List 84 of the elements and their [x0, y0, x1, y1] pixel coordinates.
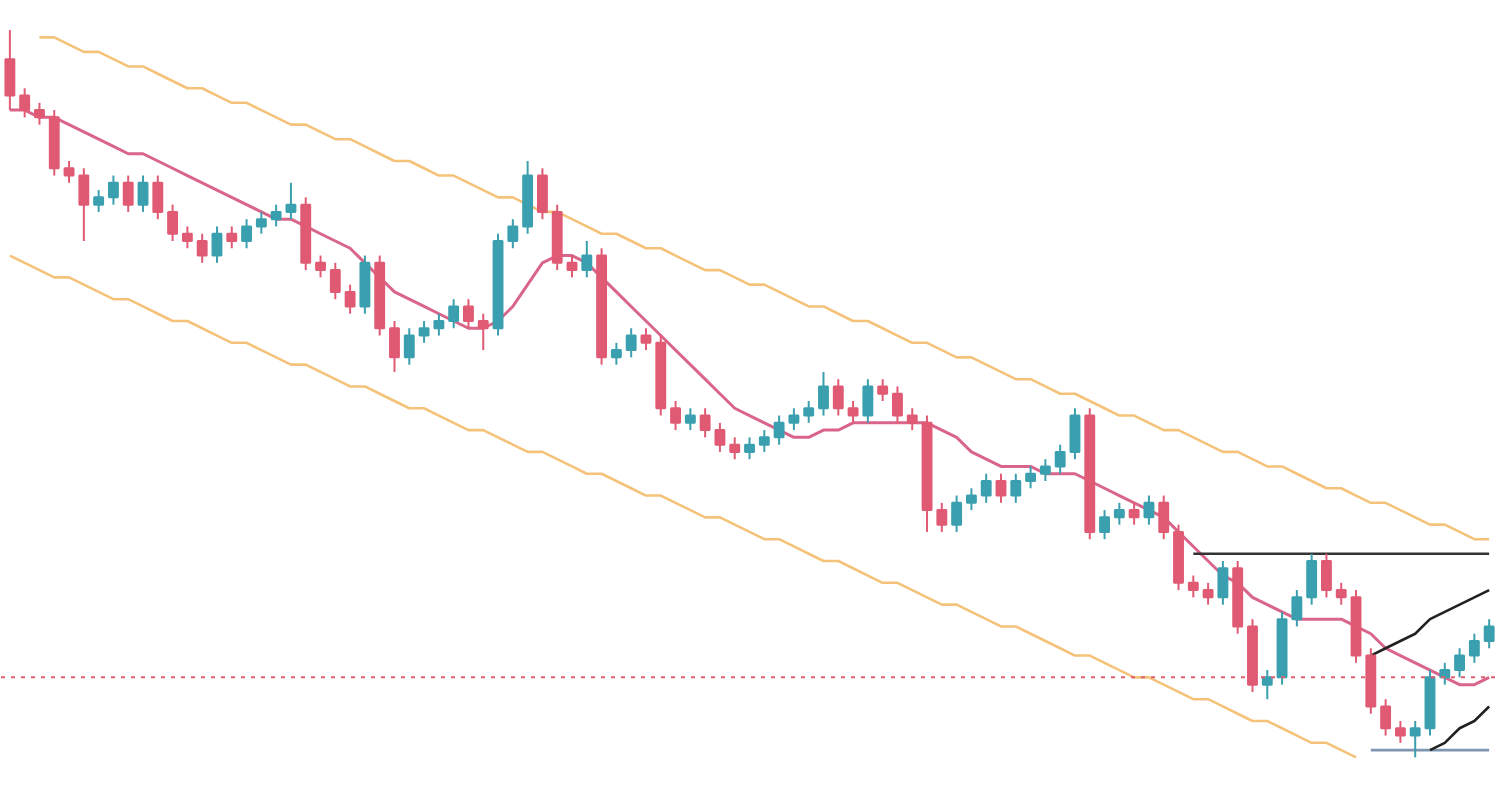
candlestick — [93, 189, 105, 213]
candlestick — [610, 341, 622, 366]
candlestick — [241, 218, 252, 250]
candlestick — [1128, 501, 1140, 526]
candlestick — [63, 160, 75, 184]
candlestick — [463, 298, 474, 330]
candlestick — [951, 494, 963, 533]
candlestick — [359, 254, 371, 315]
candlestick — [581, 240, 593, 279]
candlestick — [1025, 465, 1037, 490]
candlestick — [684, 407, 696, 432]
candlestick — [477, 312, 489, 352]
candlestick — [1158, 494, 1170, 541]
candlestick — [670, 400, 681, 432]
candlestick — [625, 327, 637, 359]
candlestick — [1409, 720, 1421, 759]
candlestick — [892, 385, 903, 424]
candlestick — [122, 174, 134, 213]
candlestick — [181, 225, 193, 250]
candlestick — [1291, 589, 1303, 628]
candlestick — [507, 218, 519, 250]
candlestick — [714, 421, 726, 453]
candlestick — [758, 429, 770, 453]
candlestick — [448, 298, 460, 330]
candlestick — [418, 320, 430, 344]
candlestick — [1394, 720, 1406, 744]
candlestick — [4, 29, 16, 112]
candlestick — [315, 254, 326, 279]
candlestick — [1335, 581, 1347, 606]
candlestick — [107, 174, 119, 206]
candlestick — [1454, 647, 1466, 679]
candlestick — [803, 400, 815, 424]
candlestick — [788, 407, 800, 432]
candlestick — [78, 167, 90, 242]
candlestick — [1439, 661, 1451, 686]
candlestick — [433, 312, 445, 337]
candlestick — [226, 225, 238, 250]
candlestick — [729, 436, 741, 461]
candlestick — [699, 407, 711, 439]
candlestick — [1039, 458, 1051, 482]
candlestick — [936, 501, 948, 533]
candlestick — [1321, 552, 1332, 599]
candlestick — [1054, 443, 1066, 475]
candlestick — [862, 378, 874, 424]
candlestick — [329, 261, 341, 301]
candlestick — [536, 167, 548, 221]
candlestick — [389, 320, 400, 373]
candlestick — [1380, 698, 1392, 737]
candlestick — [255, 210, 267, 235]
candlestick — [832, 378, 844, 417]
candlestick — [1069, 407, 1081, 461]
candlestick — [211, 225, 223, 264]
candlestick — [167, 203, 179, 242]
candlestick — [403, 327, 415, 366]
candlestick — [1187, 574, 1199, 599]
candlestick — [196, 232, 208, 264]
candlestick — [152, 174, 164, 221]
candlestick — [1143, 494, 1155, 526]
candlestick — [906, 407, 918, 432]
candlestick — [137, 174, 149, 213]
candlestick — [19, 87, 31, 119]
candlestick — [877, 378, 889, 402]
candlestick — [270, 203, 282, 228]
candlestick — [980, 472, 992, 504]
candlestick — [773, 414, 785, 446]
candlestick — [1468, 632, 1480, 664]
candlestick — [1261, 669, 1273, 701]
candlestick — [640, 327, 652, 352]
candlestick — [1306, 552, 1318, 606]
candlestick — [744, 436, 755, 461]
candlestick — [34, 101, 45, 126]
candlestick — [1483, 618, 1495, 650]
candlestick — [965, 487, 977, 512]
candlestick — [1113, 501, 1125, 526]
candlestick — [1202, 581, 1214, 606]
candlestick — [818, 370, 829, 417]
candlestick — [847, 400, 859, 424]
candlestick — [1010, 472, 1022, 504]
candlestick — [285, 181, 297, 221]
candlestick — [344, 283, 356, 315]
candlestick — [1217, 560, 1229, 606]
candlestick — [1099, 509, 1110, 541]
candlestick — [995, 472, 1007, 504]
candlestick — [566, 254, 578, 279]
